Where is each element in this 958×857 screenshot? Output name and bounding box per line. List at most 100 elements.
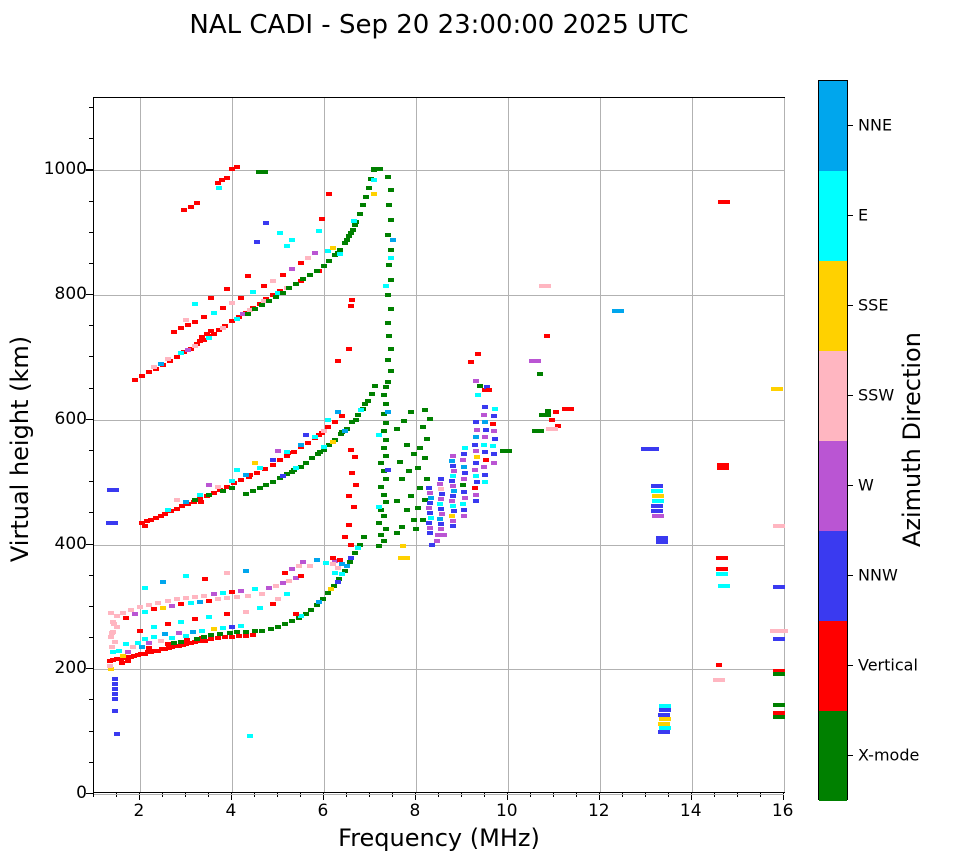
data-point [422,456,429,461]
data-point [110,619,117,624]
data-point [251,307,258,312]
x-gridline [139,98,141,792]
x-minor-tick [93,793,94,797]
data-point [185,323,192,327]
data-point [164,622,171,627]
data-point [258,592,265,597]
data-point [422,497,429,502]
data-point [327,587,334,592]
data-point [108,634,115,639]
x-minor-tick [621,793,623,797]
x-minor-tick [736,793,738,797]
data-point [247,734,254,738]
y-minor-tick [89,231,93,233]
x-minor-tick [644,793,646,797]
data-point [385,293,392,298]
data-point [326,258,333,263]
data-point [320,447,327,452]
x-minor-tick [276,793,278,797]
data-point [651,483,664,488]
data-point [349,298,356,303]
data-point [428,542,435,547]
data-point [284,453,291,458]
data-point [486,387,493,392]
x-minor-tick [483,793,485,797]
data-point [334,410,341,415]
data-point [472,461,479,466]
data-point [284,450,291,455]
data-point [256,485,263,490]
data-point [717,462,729,467]
data-point [336,558,343,563]
data-point [143,519,150,524]
data-point [387,255,394,260]
x-minor-tick [115,793,117,797]
data-point [385,380,392,385]
data-point [372,383,379,388]
data-point [349,420,356,425]
x-minor-tick [529,793,531,797]
data-point [254,470,261,475]
data-point [481,480,488,485]
data-point [288,619,295,624]
data-point [224,175,231,180]
data-point [281,570,288,575]
data-point [382,402,389,407]
data-point [448,458,455,463]
data-point [162,632,169,637]
data-point [410,517,417,522]
data-point [293,576,300,581]
data-point [330,439,337,444]
data-point [216,328,223,332]
colorbar-segment-x-mode [819,711,847,801]
data-point [146,370,153,375]
data-point [297,573,304,578]
data-point [256,466,263,471]
data-point [364,399,371,404]
data-point [380,445,387,450]
data-point [215,636,222,641]
data-point [481,435,488,440]
data-point [146,603,153,608]
data-point [284,592,291,597]
data-point [249,488,256,493]
data-point [208,632,215,637]
data-point [545,427,558,432]
data-point [194,637,201,642]
data-point [150,364,157,369]
data-point [353,417,360,422]
data-point [471,442,478,447]
x-minor-tick [345,793,347,797]
data-point [330,562,337,567]
data-point [316,229,323,234]
data-point [210,490,217,495]
data-point [389,238,396,243]
data-point [189,629,196,634]
data-point [385,320,392,325]
data-point [288,266,295,271]
data-point [394,427,401,432]
data-point [386,334,393,339]
x-gridline [507,98,509,792]
data-point [424,477,431,482]
data-point [164,641,171,646]
data-point [173,506,180,511]
data-point [228,167,235,172]
data-point [111,682,118,687]
data-point [462,495,469,500]
data-point [106,520,119,525]
data-point [382,453,389,458]
data-point [134,641,141,646]
data-point [157,513,164,518]
data-point [484,385,491,390]
data-point [369,391,376,396]
data-point [336,251,343,256]
data-point [317,450,324,455]
data-point [438,506,445,511]
data-point [107,663,114,668]
data-point [185,347,192,352]
data-point [481,420,488,425]
data-point [270,458,277,463]
data-point [426,531,433,536]
